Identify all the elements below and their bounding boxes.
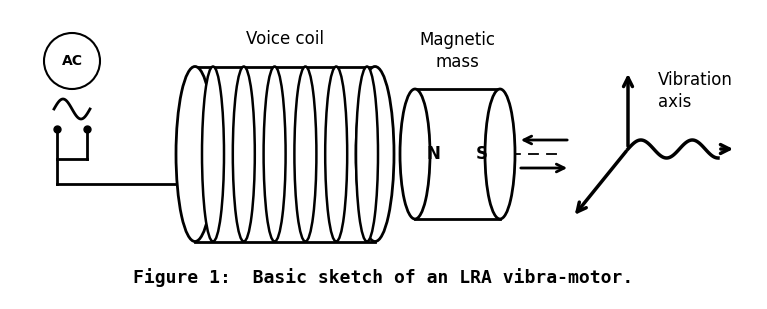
Text: Magnetic
mass: Magnetic mass: [420, 31, 495, 71]
Ellipse shape: [295, 66, 317, 242]
Bar: [415, 89, 500, 219]
Ellipse shape: [356, 66, 378, 242]
Text: N: N: [426, 145, 440, 163]
Text: Voice coil: Voice coil: [246, 31, 324, 49]
Ellipse shape: [264, 66, 285, 242]
Text: AC: AC: [61, 54, 83, 68]
Ellipse shape: [356, 66, 394, 242]
Ellipse shape: [202, 66, 224, 242]
Ellipse shape: [325, 66, 347, 242]
Bar: [195, 66, 375, 242]
Text: Figure 1:  Basic sketch of an LRA vibra-motor.: Figure 1: Basic sketch of an LRA vibra-m…: [133, 268, 633, 287]
Ellipse shape: [485, 89, 515, 219]
Text: S: S: [476, 145, 488, 163]
Ellipse shape: [176, 66, 214, 242]
Ellipse shape: [400, 89, 430, 219]
Text: Vibration
axis: Vibration axis: [658, 71, 733, 111]
Ellipse shape: [233, 66, 255, 242]
